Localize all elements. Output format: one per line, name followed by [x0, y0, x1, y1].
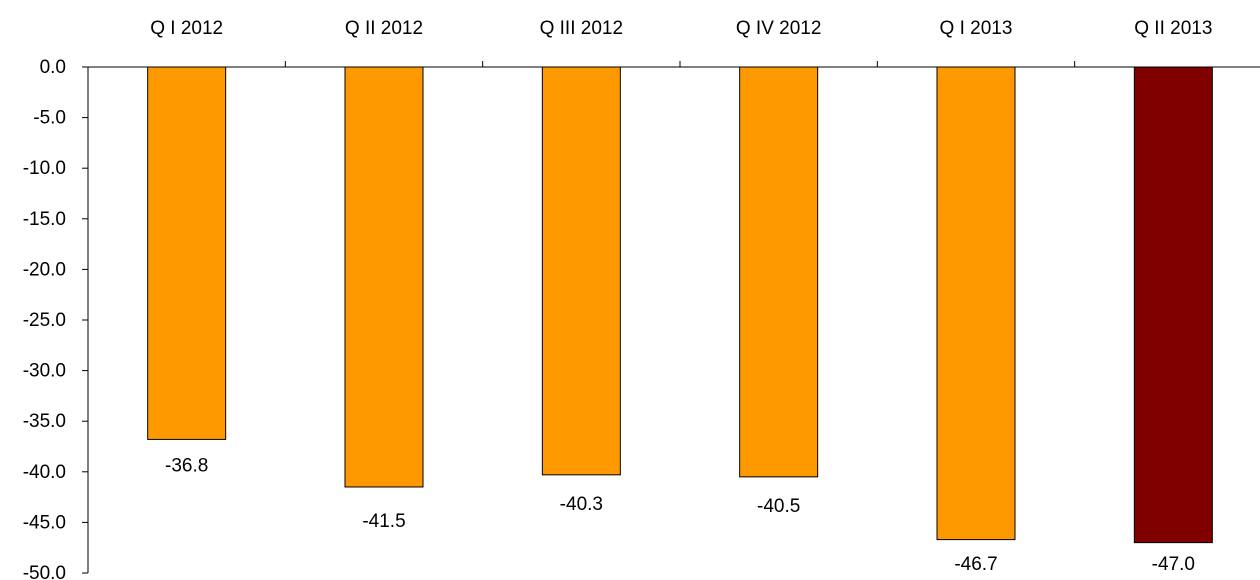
y-tick-label: -10.0	[23, 158, 66, 179]
x-axis: Q I 2012 Q II 2012 Q III 2012 Q IV 2012 Q I …	[88, 18, 1260, 68]
y-tick-label: -25.0	[23, 310, 66, 331]
data-label: -36.8	[165, 455, 208, 476]
y-tick-label: -35.0	[23, 411, 66, 432]
data-label: -41.5	[362, 511, 405, 532]
bar	[541, 66, 621, 476]
y-tick-label: -45.0	[23, 512, 66, 533]
y-tick-label: -20.0	[23, 259, 66, 280]
y-axis: 0.0 -5.0 -10.0 -15.0 -20.0 -25.0 -30.0 -35.0 -40…	[23, 57, 89, 580]
data-label: -46.7	[954, 554, 997, 575]
bar	[739, 66, 819, 478]
data-label: -40.3	[560, 494, 603, 515]
data-labels: -36.8 -41.5 -40.3 -40.5 -46.7 -47.0	[165, 455, 1195, 575]
y-tick-label: -50.0	[23, 563, 66, 580]
bar	[936, 66, 1016, 541]
bars	[147, 66, 1213, 544]
y-tick-label: -5.0	[33, 108, 66, 129]
category-label: Q III 2012	[540, 18, 623, 39]
data-label: -40.5	[757, 496, 800, 517]
y-tick-label: -40.0	[23, 462, 66, 483]
y-tick-label: 0.0	[40, 57, 66, 78]
bar	[147, 66, 227, 440]
bar	[1133, 66, 1213, 544]
category-label: Q II 2012	[345, 18, 423, 39]
y-tick-label: -15.0	[23, 209, 66, 230]
category-label: Q II 2013	[1134, 18, 1212, 39]
category-label: Q I 2012	[150, 18, 223, 39]
y-tick-label: -30.0	[23, 361, 66, 382]
data-label: -47.0	[1152, 554, 1195, 575]
bar	[344, 66, 424, 488]
category-label: Q I 2013	[940, 18, 1013, 39]
category-label: Q IV 2012	[736, 18, 822, 39]
